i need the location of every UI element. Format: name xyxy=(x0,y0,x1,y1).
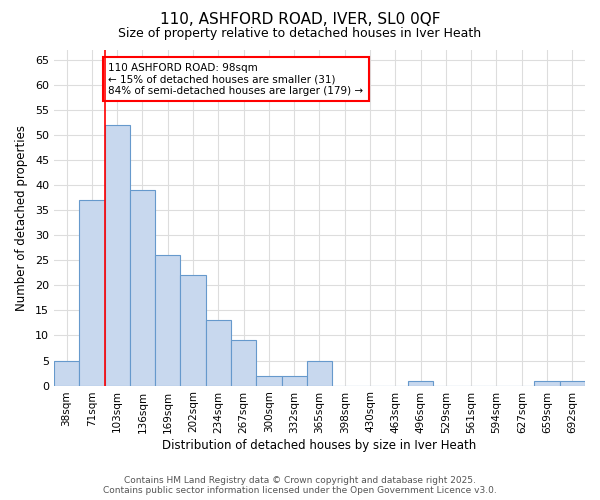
X-axis label: Distribution of detached houses by size in Iver Heath: Distribution of detached houses by size … xyxy=(163,440,476,452)
Bar xyxy=(256,376,281,386)
Bar xyxy=(535,380,560,386)
Bar xyxy=(307,360,332,386)
Bar xyxy=(181,276,206,386)
Bar xyxy=(281,376,307,386)
Bar xyxy=(130,190,155,386)
Bar xyxy=(155,256,181,386)
Bar xyxy=(79,200,104,386)
Text: 110, ASHFORD ROAD, IVER, SL0 0QF: 110, ASHFORD ROAD, IVER, SL0 0QF xyxy=(160,12,440,28)
Bar xyxy=(231,340,256,386)
Bar xyxy=(408,380,433,386)
Bar xyxy=(206,320,231,386)
Bar xyxy=(54,360,79,386)
Text: Contains HM Land Registry data © Crown copyright and database right 2025.
Contai: Contains HM Land Registry data © Crown c… xyxy=(103,476,497,495)
Text: 110 ASHFORD ROAD: 98sqm
← 15% of detached houses are smaller (31)
84% of semi-de: 110 ASHFORD ROAD: 98sqm ← 15% of detache… xyxy=(109,62,364,96)
Y-axis label: Number of detached properties: Number of detached properties xyxy=(15,125,28,311)
Bar xyxy=(104,125,130,386)
Text: Size of property relative to detached houses in Iver Heath: Size of property relative to detached ho… xyxy=(118,28,482,40)
Bar xyxy=(560,380,585,386)
